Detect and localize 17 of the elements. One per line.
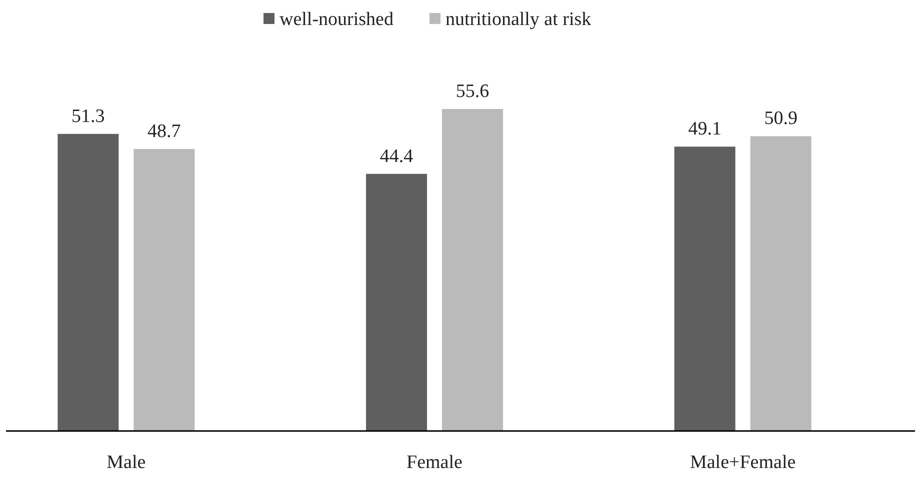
bar — [674, 146, 736, 431]
bar — [58, 134, 119, 431]
data-label: 50.9 — [764, 108, 798, 130]
data-label: 55.6 — [456, 81, 490, 102]
x-tick-label: Female — [406, 452, 462, 473]
bar — [366, 174, 427, 431]
x-tick-label: Male — [106, 452, 146, 473]
x-tick-label: Male+Female — [690, 452, 796, 473]
data-label: 51.3 — [72, 106, 105, 127]
bar — [134, 148, 195, 431]
data-label: 49.1 — [688, 118, 722, 140]
legend-label: well-nourished — [280, 9, 394, 30]
data-label: 44.4 — [380, 146, 414, 167]
legend-label: nutritionally at risk — [446, 9, 592, 30]
bar — [442, 109, 503, 431]
data-label: 48.7 — [148, 120, 181, 142]
bar — [750, 136, 812, 431]
